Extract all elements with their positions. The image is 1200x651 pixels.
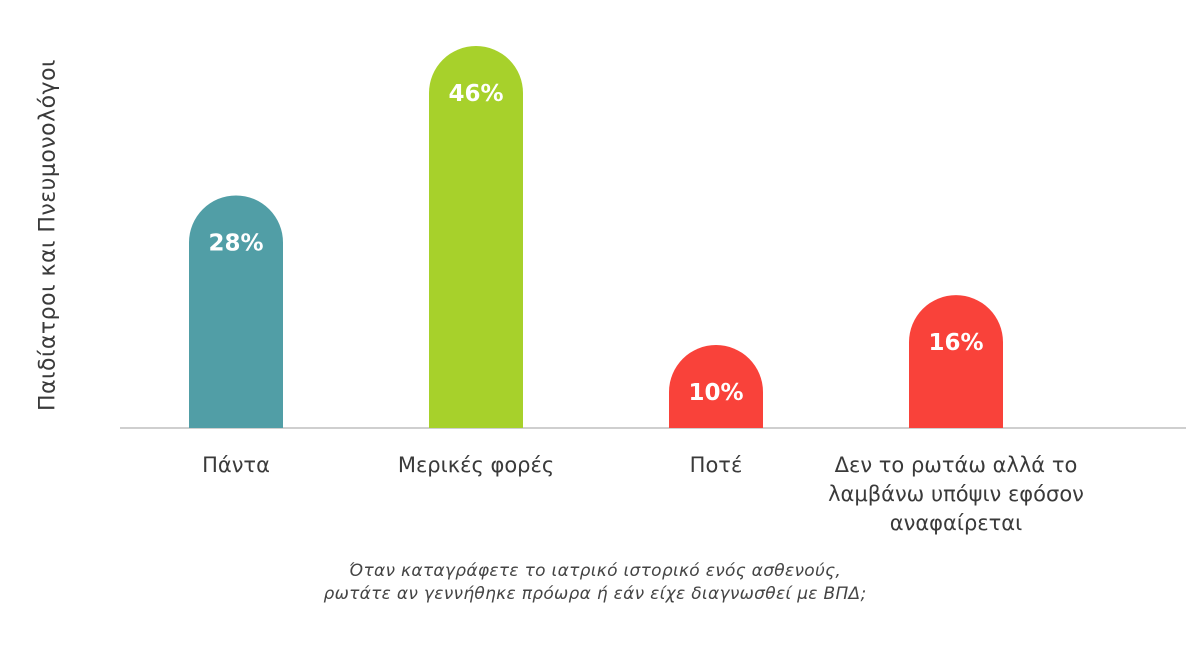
bar-value-label-1: 28% — [208, 230, 263, 256]
caption-line-1: Όταν καταγράφετε το ιατρικό ιστορικό ενό… — [348, 561, 842, 581]
category-label-line: αναφαίρεται — [890, 511, 1023, 535]
category-label-4: Δεν το ρωτάω αλλά το λαμβάνω υπόψιν εφόσο… — [828, 453, 1084, 535]
bar-4 — [909, 295, 1003, 428]
bar-value-label-2: 46% — [448, 81, 503, 107]
bar-2 — [429, 46, 523, 428]
bar-value-label-3: 10% — [688, 380, 743, 406]
category-label-1: Πάντα — [202, 453, 270, 477]
category-label-line: Δεν το ρωτάω αλλά το — [835, 453, 1078, 477]
category-label-line: λαμβάνω υπόψιν εφόσον — [828, 482, 1084, 506]
category-label-line: Πάντα — [202, 453, 270, 477]
category-label-3: Ποτέ — [690, 453, 743, 477]
bar-value-label-4: 16% — [928, 330, 983, 356]
category-label-line: Μερικές φορές — [398, 453, 554, 477]
bar-3 — [669, 345, 763, 428]
bar-1 — [189, 195, 283, 428]
category-label-line: Ποτέ — [690, 453, 743, 477]
category-label-2: Μερικές φορές — [398, 453, 554, 477]
caption-line-2: ρωτάτε αν γεννήθηκε πρόωρα ή εάν είχε δι… — [323, 584, 867, 604]
